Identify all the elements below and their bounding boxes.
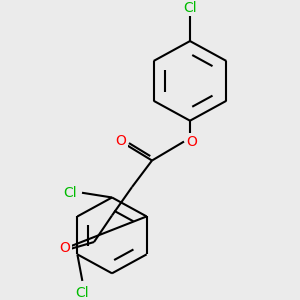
Text: Cl: Cl: [183, 1, 197, 15]
Text: Cl: Cl: [76, 286, 89, 300]
Text: O: O: [116, 134, 126, 148]
Text: O: O: [60, 241, 70, 255]
Text: Cl: Cl: [63, 186, 77, 200]
Text: O: O: [187, 135, 197, 148]
